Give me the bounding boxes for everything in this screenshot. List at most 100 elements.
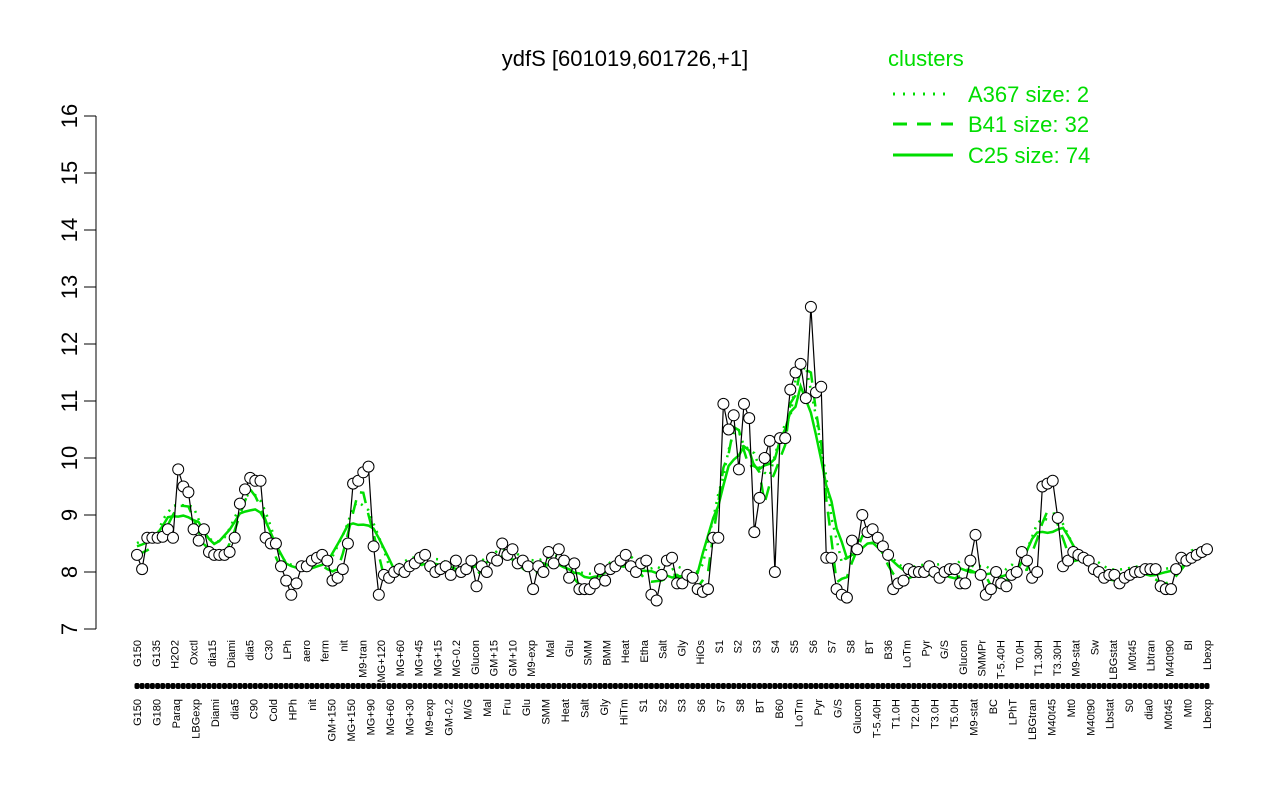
x-tick-label: S3 — [752, 640, 764, 653]
data-point — [1201, 543, 1213, 556]
rug-mark — [587, 683, 593, 689]
data-point — [233, 497, 246, 510]
data-point — [1031, 566, 1044, 578]
x-tick-label: BT — [755, 699, 767, 713]
legend-label-c25: C25 size: 74 — [968, 143, 1090, 168]
rug-mark — [1106, 683, 1112, 689]
rug-mark — [535, 683, 541, 689]
x-tick-label: MG+150 — [346, 699, 358, 742]
rug-mark — [1163, 683, 1169, 689]
x-tick-label: S2 — [657, 699, 669, 712]
rug-mark — [1045, 683, 1050, 689]
x-tick-label: S1 — [714, 640, 726, 653]
rug-mark — [309, 683, 315, 689]
x-tick-label: T3.0H — [930, 699, 942, 729]
rug-mark — [1024, 683, 1030, 689]
x-tick-label: Glu — [564, 640, 576, 657]
x-tick-label: Salt — [580, 699, 592, 718]
rug-mark — [829, 683, 834, 689]
x-tick-label: Mt0 — [1066, 699, 1078, 717]
rug-mark — [149, 683, 155, 689]
rug-mark — [438, 683, 443, 689]
data-point — [239, 483, 251, 496]
x-tick-label: T1.0H — [891, 699, 903, 729]
rug-mark — [967, 683, 973, 689]
rug-mark — [561, 683, 567, 689]
rug-mark — [1142, 683, 1148, 689]
x-tick-label: M9-stat — [969, 699, 981, 736]
x-tick-label: C90 — [249, 699, 261, 719]
rug-mark — [1075, 683, 1081, 689]
rug-mark — [288, 683, 294, 689]
x-tick-label: S6 — [696, 699, 708, 712]
legend-label-a367: A367 size: 2 — [968, 82, 1089, 107]
x-tick-label: S7 — [827, 640, 839, 653]
data-point — [419, 548, 432, 561]
rug-mark — [1168, 683, 1174, 689]
x-tick-label: HPh — [288, 699, 300, 720]
rug-mark — [906, 683, 912, 689]
x-tick-label: GM+10 — [507, 640, 519, 676]
x-tick-label: BT — [864, 640, 876, 654]
rug-mark — [386, 683, 392, 689]
rug-mark — [1117, 683, 1122, 689]
rug-mark — [494, 683, 500, 689]
x-tick-label: B36 — [883, 640, 895, 660]
data-point — [491, 554, 504, 567]
x-tick-label: T5.0H — [949, 699, 961, 729]
rug-mark — [417, 683, 423, 689]
data-point — [666, 551, 678, 564]
rug-mark — [978, 683, 984, 689]
data-point — [192, 534, 205, 547]
cluster-line-a367 — [136, 363, 1208, 580]
rug-mark — [252, 683, 258, 689]
rug-mark — [782, 683, 788, 689]
data-point — [856, 509, 869, 521]
data-point — [280, 574, 293, 587]
x-tick-label: MG+90 — [366, 699, 378, 735]
rug-mark — [726, 683, 732, 689]
rug-mark — [242, 683, 248, 689]
cluster-line-c25 — [136, 382, 1208, 580]
rug-mark — [263, 683, 269, 689]
x-tick-label: GM+150 — [327, 699, 339, 742]
data-point — [542, 546, 555, 558]
rug-mark — [849, 683, 855, 689]
rug-mark — [746, 683, 752, 689]
rug-mark — [890, 683, 896, 689]
rug-mark — [499, 683, 505, 689]
data-point — [964, 554, 977, 567]
rug-mark — [751, 683, 757, 689]
rug-mark — [859, 683, 865, 689]
x-tick-label: HiTm — [618, 699, 630, 725]
x-tick-label: H2O2 — [170, 640, 182, 669]
rug-mark — [1014, 683, 1020, 689]
rug-mark — [720, 683, 726, 689]
rug-mark — [839, 683, 845, 689]
data-point — [1010, 566, 1023, 578]
data-point — [882, 548, 895, 561]
x-tick-label: S7 — [716, 699, 728, 712]
x-tick-label: Lbexp — [1202, 640, 1214, 670]
data-point — [275, 560, 287, 573]
rug-mark — [468, 683, 474, 689]
data-point — [738, 397, 750, 410]
rug-mark — [993, 683, 999, 689]
x-tick-label: SMM — [541, 699, 553, 725]
rug-mark — [715, 683, 721, 689]
data-point — [784, 383, 797, 396]
rug-mark — [443, 683, 449, 689]
x-tick-label: M0t45 — [1163, 699, 1175, 730]
rug-mark — [679, 683, 685, 689]
rug-mark — [1070, 683, 1076, 689]
x-tick-label: Etha — [639, 639, 651, 663]
rug-mark — [1101, 683, 1107, 689]
rug-mark — [710, 683, 716, 689]
x-tick-label: MG+120 — [376, 640, 388, 683]
data-point — [506, 543, 519, 556]
rug-mark — [916, 683, 922, 689]
data-point — [799, 392, 812, 405]
data-point — [228, 531, 241, 544]
rug-mark — [402, 683, 407, 689]
y-tick-label: 9 — [57, 509, 82, 521]
